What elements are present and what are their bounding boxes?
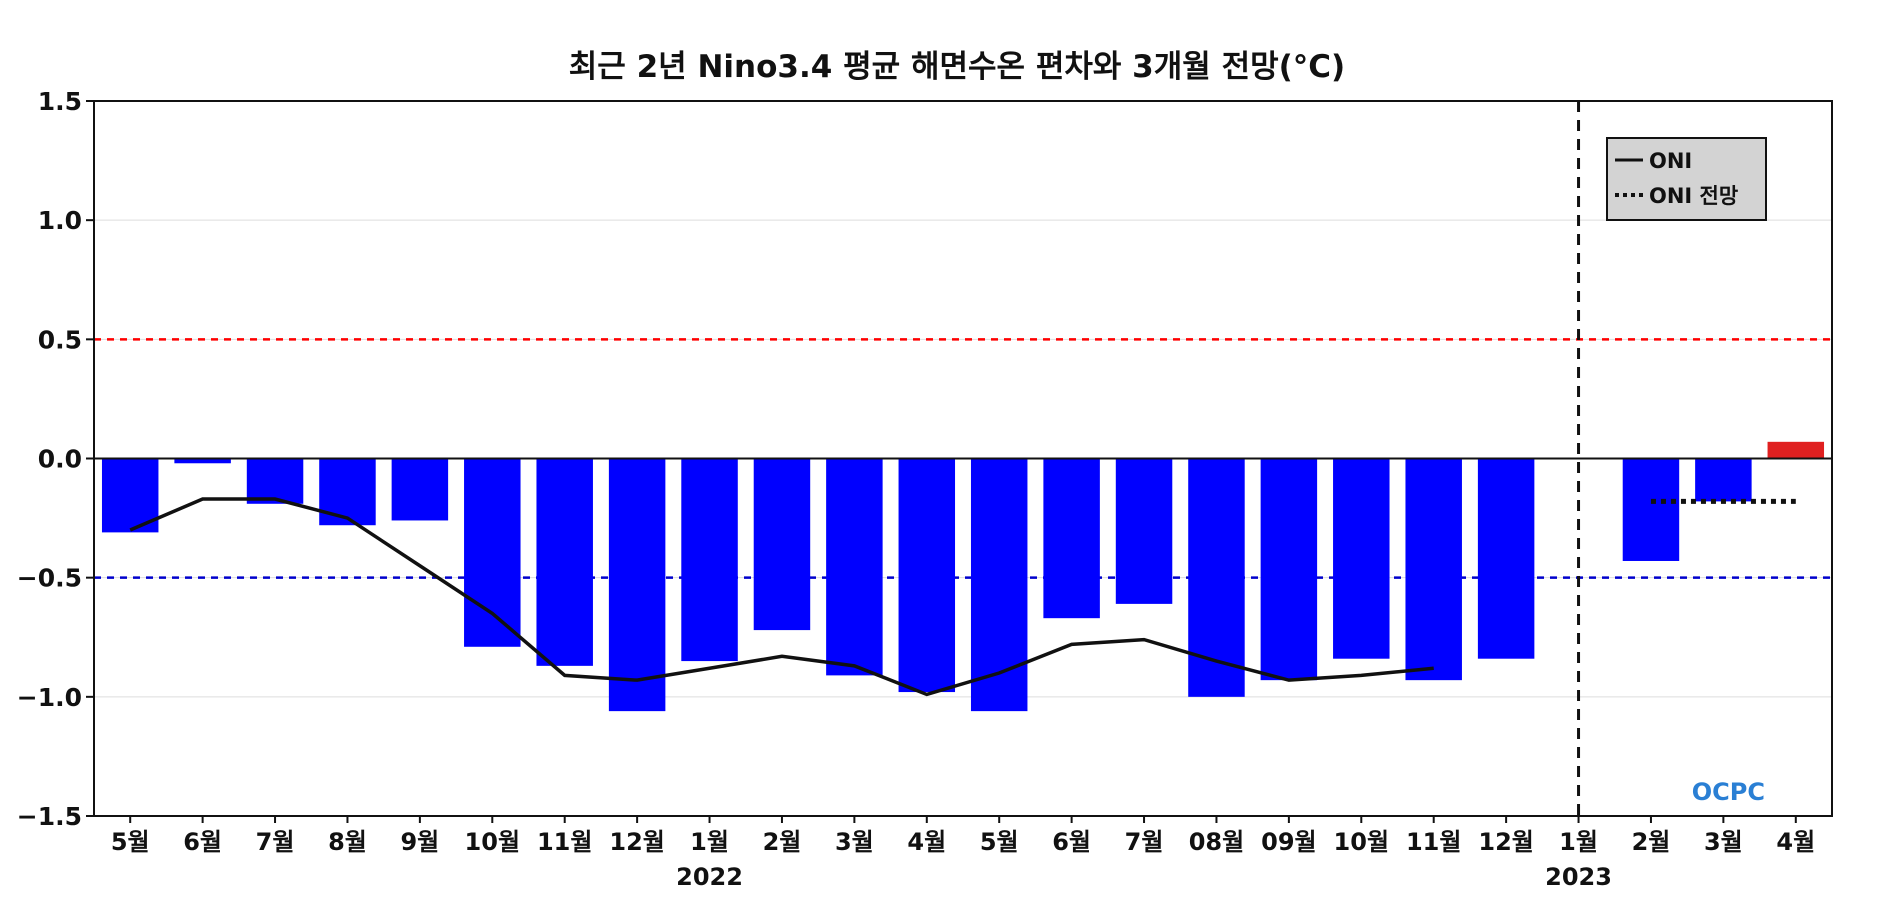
x-tick-label: 9월 — [400, 828, 439, 856]
x-tick-label: 10월 — [465, 828, 520, 856]
bar — [391, 458, 449, 521]
x-tick-label: 5월 — [980, 828, 1019, 856]
y-tick-label: −1.0 — [17, 683, 82, 712]
bar — [174, 458, 231, 464]
x-tick-label: 11월 — [1406, 828, 1461, 856]
x-tick-label: 4월 — [907, 828, 946, 856]
x-tick-label: 2월 — [763, 828, 802, 856]
bar — [536, 458, 593, 666]
x-tick-label: 1월 — [1559, 828, 1598, 856]
x-tick-label: 08월 — [1189, 828, 1244, 856]
x-tick-label: 10월 — [1334, 828, 1389, 856]
bar — [681, 458, 738, 662]
x-tick-label: 12월 — [609, 828, 664, 856]
bar — [1477, 458, 1535, 659]
logo: OCPC — [1692, 778, 1765, 806]
bar — [464, 458, 521, 647]
year-label: 2023 — [1545, 863, 1612, 891]
bar — [753, 458, 811, 631]
x-tick-label: 12월 — [1478, 828, 1533, 856]
bar — [970, 458, 1028, 712]
x-tick-label: 6월 — [183, 828, 222, 856]
y-tick-label: −1.5 — [17, 802, 82, 831]
bar — [1405, 458, 1462, 681]
bar — [246, 458, 304, 504]
reference-lines — [94, 338, 1832, 579]
ocpc-logo: OCPC — [1692, 778, 1765, 806]
x-tick-label: 09월 — [1261, 828, 1316, 856]
bar — [898, 458, 956, 693]
x-tick-label: 6월 — [1052, 828, 1091, 856]
bar — [1115, 458, 1173, 604]
legend-oni-forecast-label: ONI 전망 — [1649, 184, 1738, 208]
year-label: 2022 — [676, 863, 743, 891]
bar — [319, 458, 376, 526]
legend-box — [1606, 137, 1767, 221]
bar — [1695, 458, 1752, 502]
x-tick-label: 4월 — [1776, 828, 1815, 856]
y-tick-label: −0.5 — [17, 564, 82, 593]
x-tick-label: 3월 — [1704, 828, 1743, 856]
x-tick-label: 5월 — [111, 828, 150, 856]
chart-title: 최근 2년 Nino3.4 평균 해면수온 편차와 3개월 전망(°C) — [569, 49, 1345, 85]
x-tick-label: 7월 — [1125, 828, 1164, 856]
x-tick-label: 3월 — [835, 828, 874, 856]
x-tick-label: 1월 — [690, 828, 729, 856]
bar — [1260, 458, 1318, 681]
y-tick-label: 0.0 — [38, 445, 82, 474]
bar — [1333, 458, 1390, 659]
x-tick-label: 11월 — [537, 828, 592, 856]
bar — [1622, 458, 1680, 561]
y-tick-label: 0.5 — [38, 325, 82, 354]
bar — [608, 458, 666, 712]
bar — [826, 458, 883, 676]
bar — [1767, 441, 1825, 459]
tick-labels: 1.5 1.0 0.5 0.0 −0.5 −1.0 −1.5 5월 6월 7월 8월 9월 10월 11월… — [17, 87, 1815, 891]
legend: ONI ONI 전망 — [1606, 137, 1767, 221]
x-tick-label: 8월 — [328, 828, 367, 856]
x-tick-label: 7월 — [256, 828, 295, 856]
oni-line — [129, 497, 1434, 697]
x-tick-label: 2월 — [1632, 828, 1671, 856]
y-tick-label: 1.5 — [38, 87, 82, 116]
bar — [1043, 458, 1100, 619]
y-tick-label: 1.0 — [38, 206, 82, 235]
legend-oni-label: ONI — [1649, 149, 1692, 173]
axes — [93, 100, 1833, 817]
oni-lines — [129, 497, 1796, 697]
